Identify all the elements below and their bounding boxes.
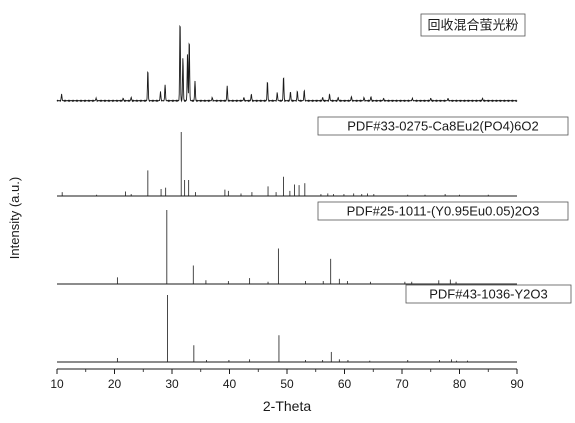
panel-label-3: PDF#25-1011-(Y0.95Eu0.05)2O3 bbox=[317, 201, 569, 221]
x-tick-label: 50 bbox=[280, 377, 294, 391]
panel-label-box bbox=[420, 13, 526, 37]
x-tick-label: 30 bbox=[165, 377, 179, 391]
x-tick-label: 40 bbox=[223, 377, 237, 391]
panel-label-text: 回收混合萤光粉 bbox=[427, 18, 518, 33]
panel-label-box bbox=[317, 116, 569, 136]
panel-4 bbox=[57, 295, 517, 363]
panel-1 bbox=[56, 24, 518, 103]
x-axis-label: 2-Theta bbox=[263, 398, 311, 414]
x-tick-label: 60 bbox=[338, 377, 352, 391]
x-tick-label: 90 bbox=[510, 377, 524, 391]
panel-label-2: PDF#33-0275-Ca8Eu2(PO4)6O2 bbox=[317, 116, 569, 136]
panel-label-text: PDF#33-0275-Ca8Eu2(PO4)6O2 bbox=[347, 119, 539, 134]
panel-label-box bbox=[317, 201, 569, 221]
panel-label-text: PDF#25-1011-(Y0.95Eu0.05)2O3 bbox=[347, 204, 540, 219]
x-tick-label: 10 bbox=[50, 377, 64, 391]
y-axis-label: Intensity (a.u.) bbox=[7, 177, 22, 259]
panels bbox=[56, 24, 518, 363]
panel-2 bbox=[57, 132, 517, 197]
panel-label-box bbox=[405, 284, 572, 304]
series-line bbox=[56, 24, 518, 103]
x-axis-ticks: 10 20 30 40 50 60 70 80 90 bbox=[50, 369, 524, 391]
panel-3 bbox=[57, 210, 517, 285]
x-tick-label: 20 bbox=[108, 377, 122, 391]
panel-label-1: 回收混合萤光粉 bbox=[420, 13, 526, 37]
x-tick-label: 80 bbox=[453, 377, 467, 391]
panel-labels: 回收混合萤光粉 PDF#33-0275-Ca8Eu2(PO4)6O2 PDF#25-… bbox=[317, 13, 572, 304]
panel-label-text: PDF#43-1036-Y2O3 bbox=[429, 287, 548, 302]
x-tick-label: 70 bbox=[395, 377, 409, 391]
panel-label-4: PDF#43-1036-Y2O3 bbox=[405, 284, 572, 304]
